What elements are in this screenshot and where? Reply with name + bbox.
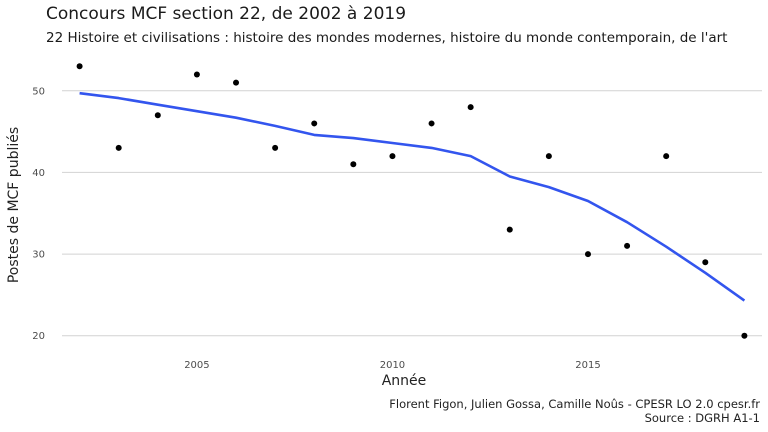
x-tick-label: 2010 — [380, 360, 405, 371]
data-point — [311, 120, 318, 127]
data-point — [584, 251, 591, 258]
data-point — [193, 71, 200, 78]
caption-source: Source : DGRH A1-1 — [644, 411, 760, 425]
data-point — [702, 259, 709, 266]
caption-credits: Florent Figon, Julien Gossa, Camille Noû… — [389, 397, 760, 411]
x-tick-label: 2005 — [184, 360, 209, 371]
y-tick-label: 40 — [32, 168, 45, 179]
chart-subtitle: 22 Histoire et civilisations : histoire … — [46, 30, 728, 46]
chart-title: Concours MCF section 22, de 2002 à 2019 — [46, 4, 407, 24]
data-point — [506, 226, 513, 233]
data-point — [76, 63, 83, 70]
data-point — [741, 332, 748, 339]
data-point — [467, 104, 474, 111]
data-point — [154, 112, 161, 119]
data-point — [624, 242, 631, 249]
y-tick-label: 20 — [32, 331, 45, 342]
y-tick-label: 50 — [32, 86, 45, 97]
data-point — [350, 161, 357, 168]
data-point — [272, 144, 279, 151]
data-points — [76, 63, 748, 339]
x-axis-label: Année — [381, 373, 427, 389]
smooth-trend — [79, 91, 746, 302]
data-point — [428, 120, 435, 127]
y-tick-label: 30 — [32, 250, 45, 261]
data-point — [233, 79, 240, 86]
y-axis-ticks: 20 30 40 50 — [32, 86, 45, 342]
x-axis-ticks: 2005 2010 2015 — [184, 360, 601, 371]
data-point — [389, 153, 396, 160]
gridlines — [62, 90, 762, 337]
data-point — [115, 144, 122, 151]
data-point — [663, 153, 670, 160]
x-tick-label: 2015 — [575, 360, 600, 371]
data-point — [545, 153, 552, 160]
trend-line — [79, 91, 746, 302]
